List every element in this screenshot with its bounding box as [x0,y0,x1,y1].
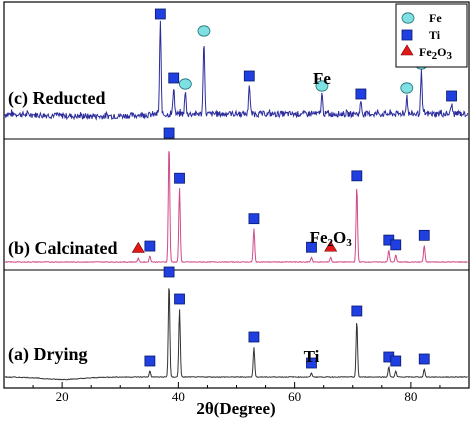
marker-2-5 [351,305,363,317]
marker-1-0 [131,241,145,253]
legend-ti-label: Ti [429,28,441,42]
x-tick-label-20: 20 [56,389,69,404]
trace-1 [4,151,468,264]
marker-2-3 [248,331,260,343]
marker-1-5 [306,241,317,253]
marker-0-0 [154,8,166,20]
marker-0-6 [355,88,367,100]
legend-ti-marker [401,29,413,41]
marker-2-0 [144,355,156,367]
legend-fe2o3-marker [400,44,414,56]
x-axis-ticks: 20 40 60 80 [3,382,470,404]
panel-labels: (c) Reducted Fe (b) Calcinated Fe2O3 (a) Dry… [8,69,352,366]
marker-2-2 [174,293,185,305]
trace-2 [4,288,468,381]
marker-0-1 [168,72,180,84]
marker-1-9 [390,239,402,251]
x-tick-label-60: 60 [288,389,301,404]
marker-1-1 [144,240,156,252]
legend-fe-label: Fe [429,11,442,25]
annotation-1-0: Fe2O3 [310,228,353,249]
x-axis-label: 2θ(Degree) [196,399,275,418]
marker-2-4 [306,357,317,369]
marker-0-7 [400,82,414,94]
legend: Fe Ti Fe2O3 [395,3,468,68]
marker-1-10 [418,229,430,241]
marker-0-5 [315,80,329,92]
x-tick-label-80: 80 [404,389,417,404]
annotation-2-0: Ti [304,347,320,366]
marker-1-2 [163,127,175,139]
marker-0-2 [178,78,192,90]
annotation-0-0: Fe [313,69,331,88]
x-tick-label-40: 40 [172,389,185,404]
panel-label-0: (c) Reducted [8,88,105,109]
marker-0-3 [197,25,211,37]
plot-frame [3,1,470,389]
marker-1-3 [174,172,185,184]
marker-1-6 [324,240,338,252]
legend-fe-marker [401,12,415,24]
trace-0 [4,20,469,121]
marker-1-4 [248,213,260,225]
marker-2-7 [390,355,402,367]
traces [4,20,469,381]
marker-2-8 [418,353,430,365]
legend-fe2o3-label: Fe2O3 [419,45,453,62]
marker-0-9 [446,90,457,102]
marker-0-4 [243,70,255,82]
marker-1-7 [351,170,363,182]
marker-2-1 [163,266,175,278]
panel-label-2: (a) Drying [8,344,88,365]
panel-label-1: (b) Calcinated [8,238,118,259]
